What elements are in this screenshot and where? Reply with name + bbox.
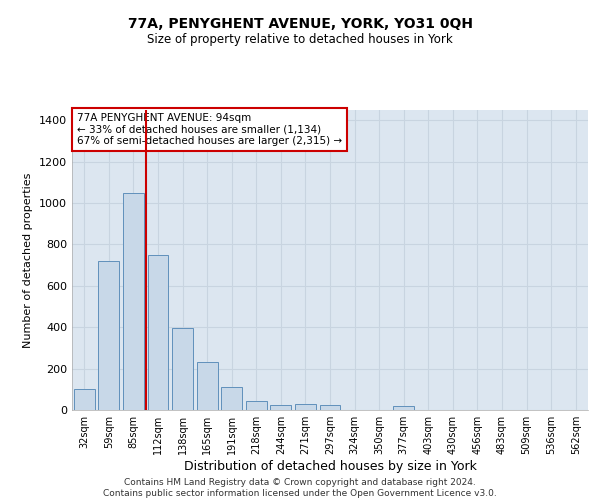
Text: 77A PENYGHENT AVENUE: 94sqm
← 33% of detached houses are smaller (1,134)
67% of : 77A PENYGHENT AVENUE: 94sqm ← 33% of det… — [77, 113, 342, 146]
Bar — [123, 193, 144, 410]
Bar — [320, 405, 340, 410]
Bar — [74, 390, 95, 410]
Bar — [98, 261, 119, 410]
Text: Size of property relative to detached houses in York: Size of property relative to detached ho… — [147, 32, 453, 46]
Bar — [172, 328, 193, 410]
Bar — [221, 387, 242, 410]
Bar — [271, 405, 292, 410]
Bar — [148, 255, 169, 410]
X-axis label: Distribution of detached houses by size in York: Distribution of detached houses by size … — [184, 460, 476, 473]
Bar — [295, 404, 316, 410]
Text: Contains HM Land Registry data © Crown copyright and database right 2024.
Contai: Contains HM Land Registry data © Crown c… — [103, 478, 497, 498]
Bar — [197, 362, 218, 410]
Text: 77A, PENYGHENT AVENUE, YORK, YO31 0QH: 77A, PENYGHENT AVENUE, YORK, YO31 0QH — [128, 18, 473, 32]
Y-axis label: Number of detached properties: Number of detached properties — [23, 172, 34, 348]
Bar — [246, 400, 267, 410]
Bar — [393, 406, 414, 410]
